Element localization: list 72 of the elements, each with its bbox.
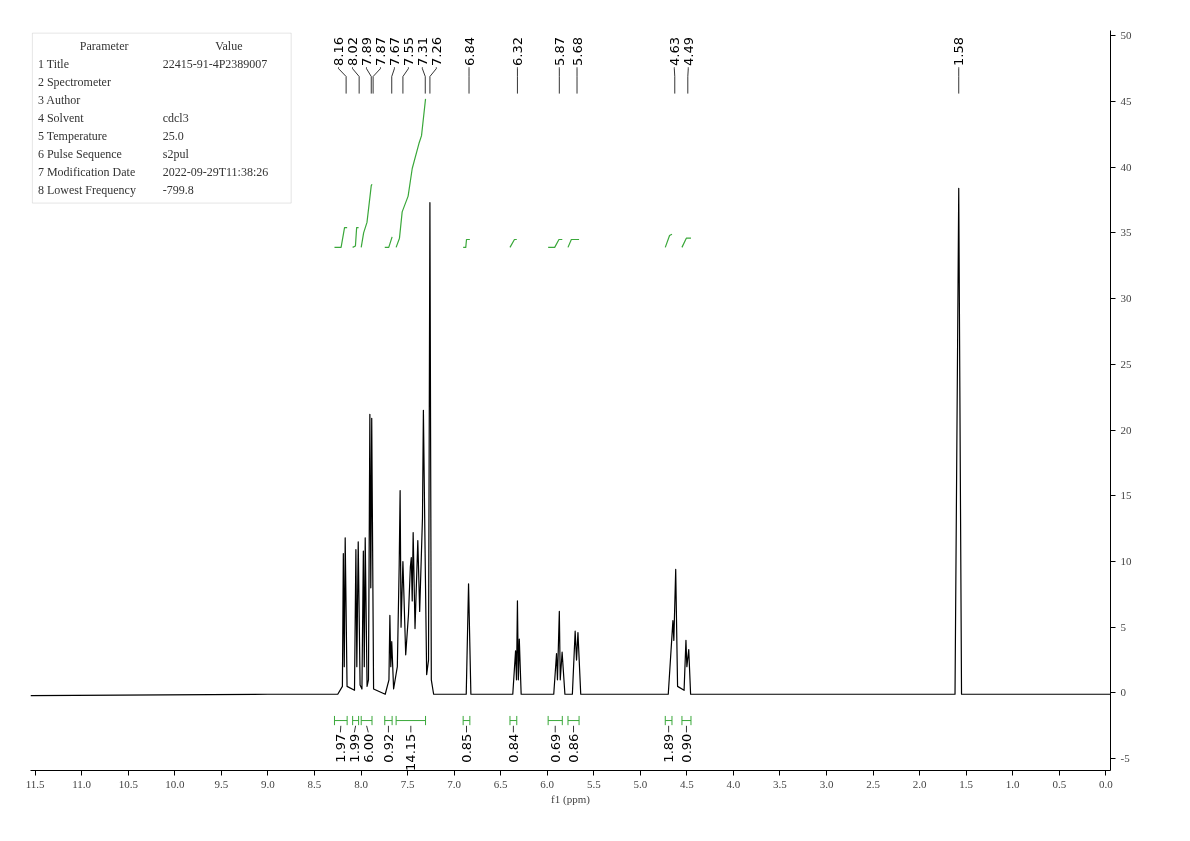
text: 5 Temperature 25.0 xyxy=(37,129,184,144)
x-tick-label: 3.0 xyxy=(819,777,834,790)
x-tick-label: 7.5 xyxy=(400,777,415,790)
annotation: 0.69 xyxy=(547,733,563,763)
annotation: 0.84 xyxy=(505,733,521,763)
x-tick-label: 5.0 xyxy=(633,777,648,790)
ref-line-label: 5.68 xyxy=(569,37,585,66)
x-tick-label: 6.0 xyxy=(540,777,555,790)
annotation: 0.85 xyxy=(459,733,474,763)
y-tick-label: 50 xyxy=(1120,29,1132,42)
annotation: 14.15 xyxy=(403,733,419,771)
y-tick-label: 25 xyxy=(1120,357,1132,370)
text: Parameter Value xyxy=(79,39,243,54)
x-tick-label: 3.5 xyxy=(773,777,788,790)
annotation: 0.90 xyxy=(678,733,694,763)
x-tick-label: 4.5 xyxy=(680,777,695,790)
y-tick-label: 20 xyxy=(1120,423,1132,436)
annotation: 1.99 xyxy=(346,733,362,763)
ref-line-label: 8.02 xyxy=(345,37,361,66)
annotation: 0.86 xyxy=(566,733,582,763)
ref-line-label: 5.87 xyxy=(551,37,567,66)
ref-line-label: 7.87 xyxy=(372,37,388,66)
x-tick-label: 0.5 xyxy=(1052,777,1067,790)
x-tick-label: 8.0 xyxy=(354,777,369,790)
ref-line-label: 7.26 xyxy=(428,37,444,66)
y-tick-label: 40 xyxy=(1120,160,1132,173)
ref-line-label: 4.49 xyxy=(680,37,696,66)
x-tick-label: 0.0 xyxy=(1098,777,1114,790)
y-tick-label: 15 xyxy=(1120,489,1132,502)
y-tick-label: 0 xyxy=(1120,686,1127,699)
x-tick-label: 9.5 xyxy=(214,777,229,790)
text: 1 Title 22415-91-4P2389007 xyxy=(37,57,268,72)
y-tick-label: 10 xyxy=(1120,555,1132,568)
ref-line-label: 8.16 xyxy=(331,37,347,66)
ref-line-label: 7.67 xyxy=(386,37,402,66)
text: 8 Lowest Frequency -799.8 xyxy=(37,183,194,198)
annotation: 3 Author xyxy=(37,93,81,108)
annotation: 0.92 xyxy=(380,733,396,763)
ref-line-label: 4.63 xyxy=(666,37,682,66)
ref-line-label: 7.89 xyxy=(358,37,374,66)
x-tick-label: 9.0 xyxy=(261,777,276,790)
annotation: 1.97 xyxy=(332,733,348,763)
x-tick-label: 2.0 xyxy=(912,777,928,790)
x-tick-label: 5.5 xyxy=(586,777,602,790)
annotation: 6.00 xyxy=(360,733,376,763)
ref-line-label: 6.84 xyxy=(461,37,477,66)
y-tick-label: 45 xyxy=(1120,94,1132,107)
x-tick-label: 11.5 xyxy=(25,777,46,790)
y-tick-label: -5 xyxy=(1120,752,1131,765)
x-axis-title: f1 (ppm) xyxy=(551,792,591,806)
ref-line-label: 7.31 xyxy=(414,37,430,66)
ref-line-label: 1.58 xyxy=(951,37,967,66)
x-tick-label: 8.5 xyxy=(307,777,322,790)
x-tick-label: 10.5 xyxy=(118,777,139,790)
text: 7 Modification Date 2022-09-29T11:38:26 xyxy=(37,165,269,180)
x-tick-label: 11.0 xyxy=(72,777,92,790)
annotation: 2 Spectrometer xyxy=(37,75,111,90)
x-tick-label: 7.0 xyxy=(447,777,462,790)
y-tick-label: 30 xyxy=(1120,292,1132,305)
ref-line-label: 6.32 xyxy=(509,37,525,66)
text: 4 Solvent cdcl3 xyxy=(37,111,189,126)
text: 6 Pulse Sequence s2pul xyxy=(37,147,189,162)
x-tick-label: 2.5 xyxy=(866,777,881,790)
y-tick-label: 35 xyxy=(1120,226,1132,239)
x-tick-label: 1.0 xyxy=(1005,777,1021,790)
ref-line-label: 7.55 xyxy=(400,37,416,66)
x-tick-label: 4.0 xyxy=(726,777,741,790)
x-tick-label: 6.5 xyxy=(493,777,509,790)
x-tick-label: 10.0 xyxy=(165,777,185,790)
annotation: 1.89 xyxy=(661,733,677,763)
x-tick-label: 1.5 xyxy=(959,777,974,790)
y-tick-label: 5 xyxy=(1120,620,1127,633)
